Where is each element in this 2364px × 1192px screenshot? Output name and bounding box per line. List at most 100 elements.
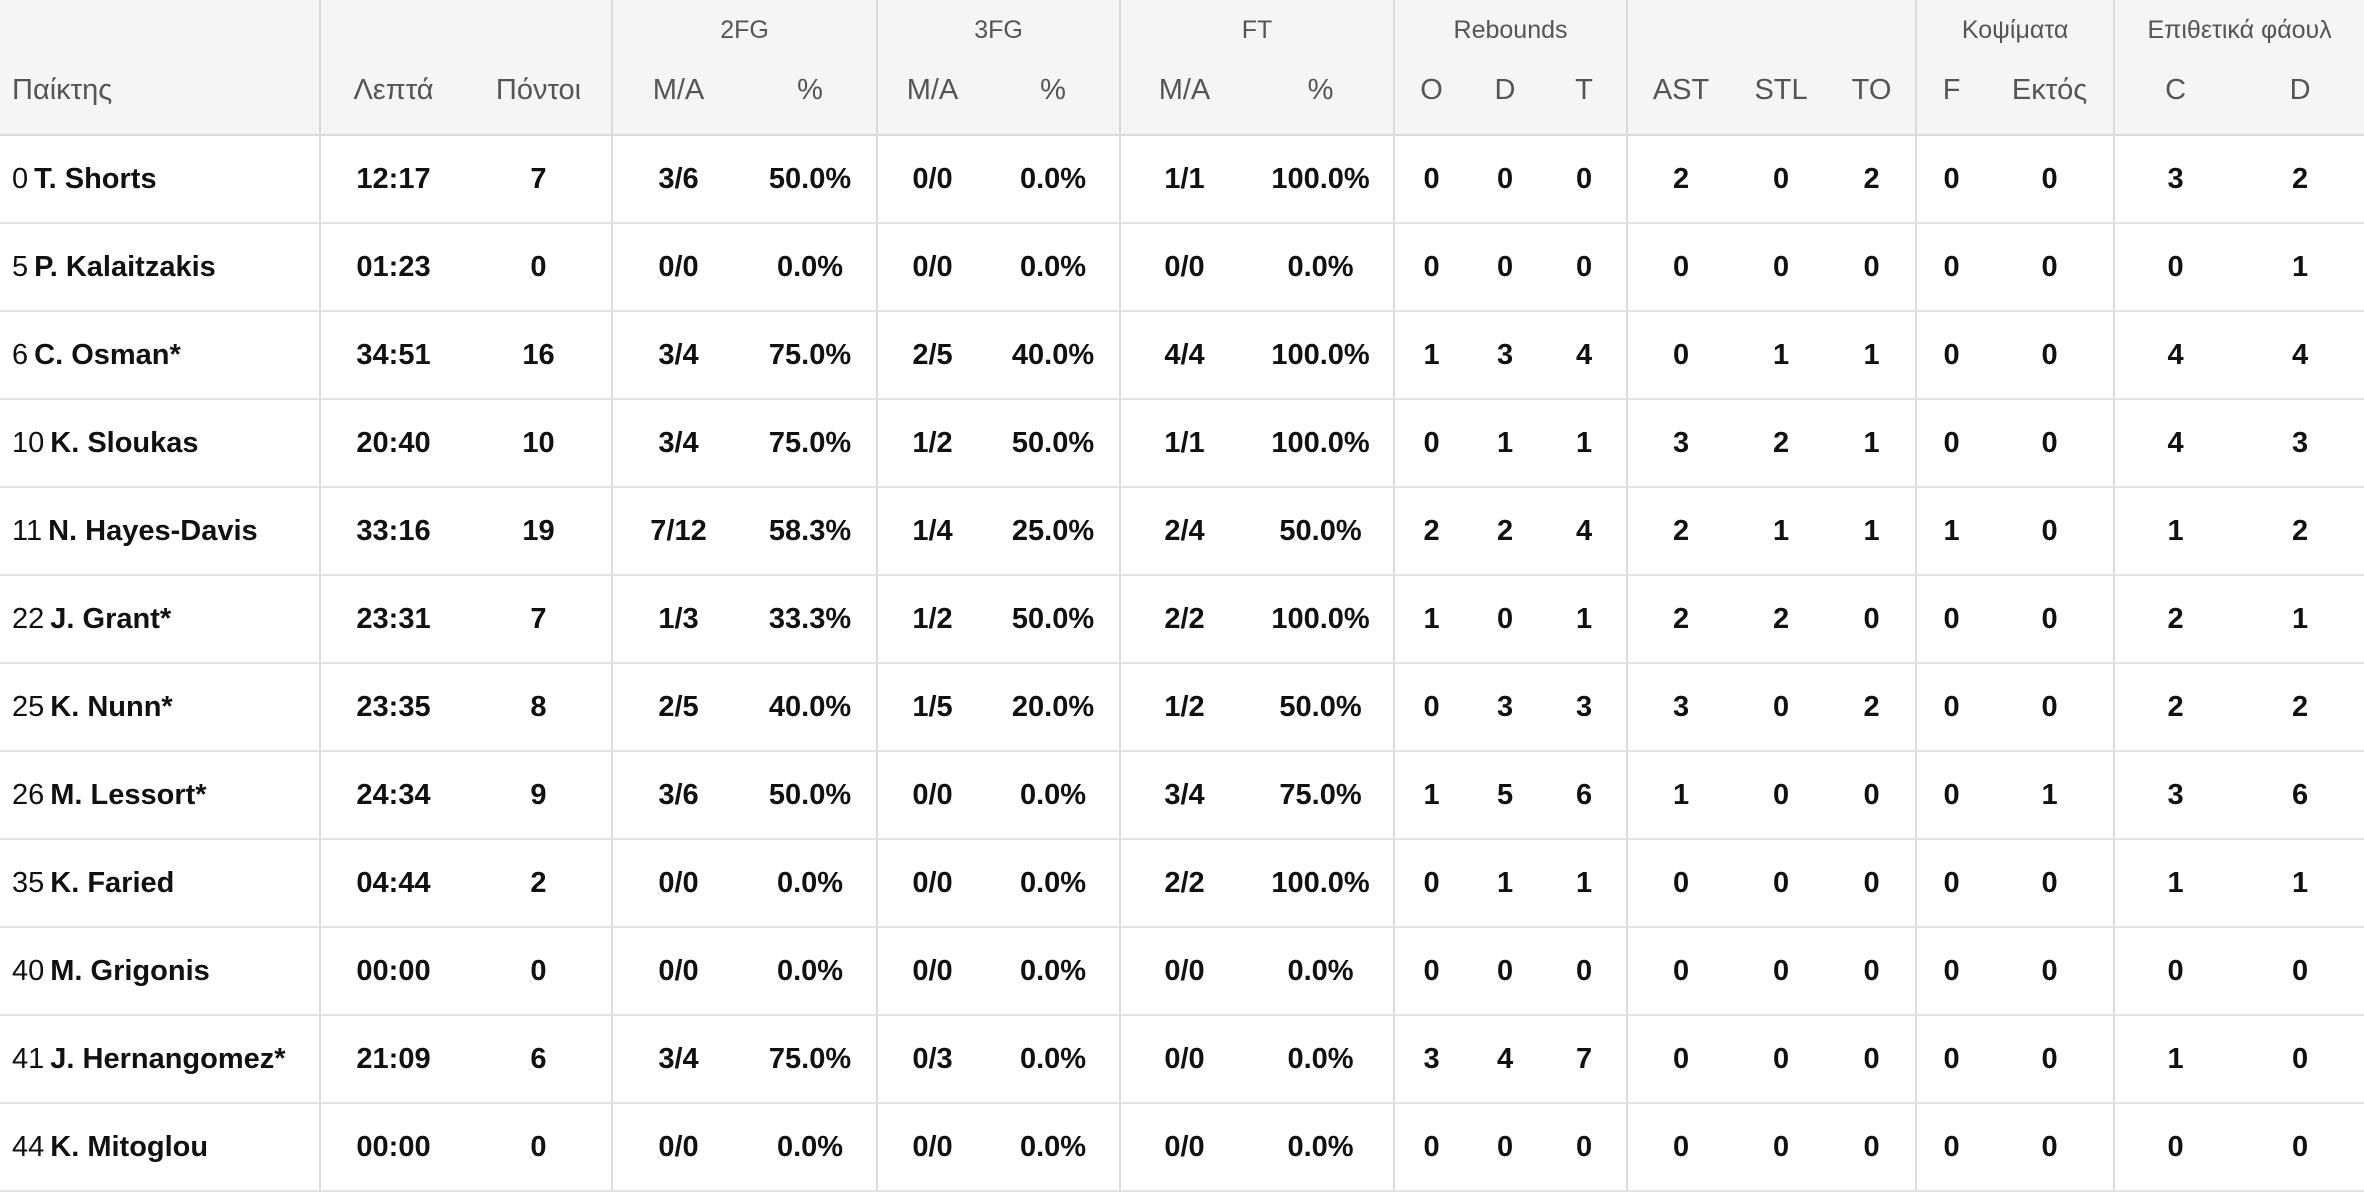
player-name-link[interactable]: C. Osman* <box>34 338 181 371</box>
3fg-made-attempted-cell: 1/5 <box>876 663 987 752</box>
3fg-made-attempted-cell: 1/2 <box>876 399 987 488</box>
3fg-made-attempted-cell: 0/0 <box>876 751 987 840</box>
turnovers-cell: 0 <box>1828 751 1917 840</box>
table-row: 6 C. Osman* 34:51 16 3/4 75.0% 2/5 40.0% 4/4 100.… <box>0 311 2364 400</box>
blocks-against-cell: 0 <box>1986 399 2115 488</box>
points-cell: 7 <box>466 575 612 664</box>
2fg-made-attempted-cell: 0/0 <box>611 927 744 1016</box>
player-name-link[interactable]: K. Nunn* <box>50 690 173 723</box>
rebounds-total-cell: 0 <box>1542 135 1628 224</box>
column-header-turnovers[interactable]: TO <box>1828 47 1917 136</box>
assists-cell: 0 <box>1626 839 1735 928</box>
rebounds-offensive-cell: 0 <box>1393 663 1469 752</box>
blocks-for-cell: 0 <box>1915 751 1987 840</box>
ft-pct-cell: 100.0% <box>1248 575 1395 664</box>
column-header-fouls-drawn[interactable]: D <box>2236 47 2364 136</box>
column-header-2fg-pct[interactable]: % <box>744 47 877 136</box>
column-header-ft-made-attempted[interactable]: M/A <box>1119 47 1248 136</box>
header-group-ft: FT <box>1118 0 1395 47</box>
column-header-3fg-made-attempted[interactable]: M/A <box>876 47 987 136</box>
rebounds-defensive-cell: 5 <box>1468 751 1543 840</box>
column-header-player[interactable]: Παίκτης <box>0 47 320 136</box>
turnovers-cell: 2 <box>1828 663 1917 752</box>
3fg-made-attempted-cell: 0/0 <box>876 927 987 1016</box>
blocks-against-cell: 0 <box>1986 487 2115 576</box>
minutes-cell: 12:17 <box>319 135 466 224</box>
3fg-pct-cell: 25.0% <box>987 487 1120 576</box>
player-name-link[interactable]: P. Kalaitzakis <box>34 250 216 283</box>
table-row: 25 K. Nunn* 23:35 8 2/5 40.0% 1/5 20.0% 1/2 50.0%… <box>0 663 2364 752</box>
column-header-rebounds-total[interactable]: T <box>1542 47 1628 136</box>
rebounds-offensive-cell: 1 <box>1393 311 1469 400</box>
header-group-blocks: Κοψίματα <box>1915 0 2115 47</box>
column-header-blocks-for[interactable]: F <box>1915 47 1987 136</box>
2fg-made-attempted-cell: 3/4 <box>611 1015 744 1104</box>
table-row: 41 J. Hernangomez* 21:09 6 3/4 75.0% 0/3 0.0% 0/… <box>0 1015 2364 1104</box>
turnovers-cell: 1 <box>1828 311 1917 400</box>
player-name-link[interactable]: K. Sloukas <box>50 426 199 459</box>
blocks-against-cell: 0 <box>1986 1103 2115 1192</box>
player-name-link[interactable]: J. Grant* <box>50 602 172 635</box>
fouls-drawn-cell: 2 <box>2236 663 2364 752</box>
points-cell: 0 <box>466 1103 612 1192</box>
column-header-assists[interactable]: AST <box>1626 47 1735 136</box>
player-cell: 22 J. Grant* <box>0 575 320 664</box>
player-cell: 44 K. Mitoglou <box>0 1103 320 1192</box>
table-row: 0 T. Shorts 12:17 7 3/6 50.0% 0/0 0.0% 1/1 100.0%… <box>0 135 2364 224</box>
player-name-link[interactable]: M. Grigonis <box>50 954 210 987</box>
table-row: 11 N. Hayes-Davis 33:16 19 7/12 58.3% 1/4 25.0%… <box>0 487 2364 576</box>
column-header-ft-pct[interactable]: % <box>1248 47 1395 136</box>
fouls-drawn-cell: 2 <box>2236 487 2364 576</box>
minutes-cell: 33:16 <box>319 487 466 576</box>
rebounds-offensive-cell: 3 <box>1393 1015 1469 1104</box>
column-header-blocks-against[interactable]: Εκτός <box>1986 47 2115 136</box>
table-row: 5 P. Kalaitzakis 01:23 0 0/0 0.0% 0/0 0.0% 0/0 0.… <box>0 223 2364 312</box>
3fg-pct-cell: 0.0% <box>987 839 1120 928</box>
column-header-2fg-made-attempted[interactable]: M/A <box>611 47 744 136</box>
2fg-made-attempted-cell: 7/12 <box>611 487 744 576</box>
player-name-link[interactable]: T. Shorts <box>34 162 157 195</box>
blocks-for-cell: 0 <box>1915 839 1987 928</box>
fouls-committed-cell: 4 <box>2113 311 2237 400</box>
column-header-fouls-committed[interactable]: C <box>2113 47 2237 136</box>
player-number: 44 <box>12 1130 45 1163</box>
column-header-rebounds-defensive[interactable]: D <box>1468 47 1543 136</box>
steals-cell: 0 <box>1734 663 1829 752</box>
3fg-pct-cell: 0.0% <box>987 223 1120 312</box>
rebounds-total-cell: 6 <box>1542 751 1628 840</box>
column-header-3fg-pct[interactable]: % <box>987 47 1120 136</box>
2fg-pct-cell: 0.0% <box>744 839 877 928</box>
steals-cell: 2 <box>1734 575 1829 664</box>
ft-pct-cell: 100.0% <box>1248 839 1395 928</box>
3fg-pct-cell: 0.0% <box>987 927 1120 1016</box>
player-name-link[interactable]: N. Hayes-Davis <box>48 514 258 547</box>
2fg-pct-cell: 50.0% <box>744 751 877 840</box>
player-number: 41 <box>12 1042 45 1075</box>
steals-cell: 1 <box>1734 487 1829 576</box>
column-header-minutes[interactable]: Λεπτά <box>319 47 466 136</box>
fouls-drawn-cell: 3 <box>2236 399 2364 488</box>
rebounds-offensive-cell: 0 <box>1393 839 1469 928</box>
column-header-steals[interactable]: STL <box>1734 47 1829 136</box>
turnovers-cell: 0 <box>1828 1015 1917 1104</box>
blocks-for-cell: 0 <box>1915 663 1987 752</box>
blocks-against-cell: 0 <box>1986 927 2115 1016</box>
ft-made-attempted-cell: 0/0 <box>1119 223 1248 312</box>
column-header-rebounds-offensive[interactable]: O <box>1393 47 1469 136</box>
minutes-cell: 01:23 <box>319 223 466 312</box>
blocks-against-cell: 1 <box>1986 751 2115 840</box>
player-name-link[interactable]: K. Mitoglou <box>50 1130 209 1163</box>
ft-made-attempted-cell: 4/4 <box>1119 311 1248 400</box>
column-header-points[interactable]: Πόντοι <box>466 47 612 136</box>
minutes-cell: 34:51 <box>319 311 466 400</box>
player-number: 5 <box>12 250 29 283</box>
steals-cell: 0 <box>1734 927 1829 1016</box>
fouls-committed-cell: 1 <box>2113 487 2237 576</box>
3fg-made-attempted-cell: 0/0 <box>876 839 987 928</box>
player-name-link[interactable]: K. Faried <box>50 866 175 899</box>
player-name-link[interactable]: J. Hernangomez* <box>50 1042 286 1075</box>
3fg-made-attempted-cell: 1/4 <box>876 487 987 576</box>
blocks-for-cell: 0 <box>1915 1015 1987 1104</box>
player-name-link[interactable]: M. Lessort* <box>50 778 207 811</box>
rebounds-total-cell: 7 <box>1542 1015 1628 1104</box>
